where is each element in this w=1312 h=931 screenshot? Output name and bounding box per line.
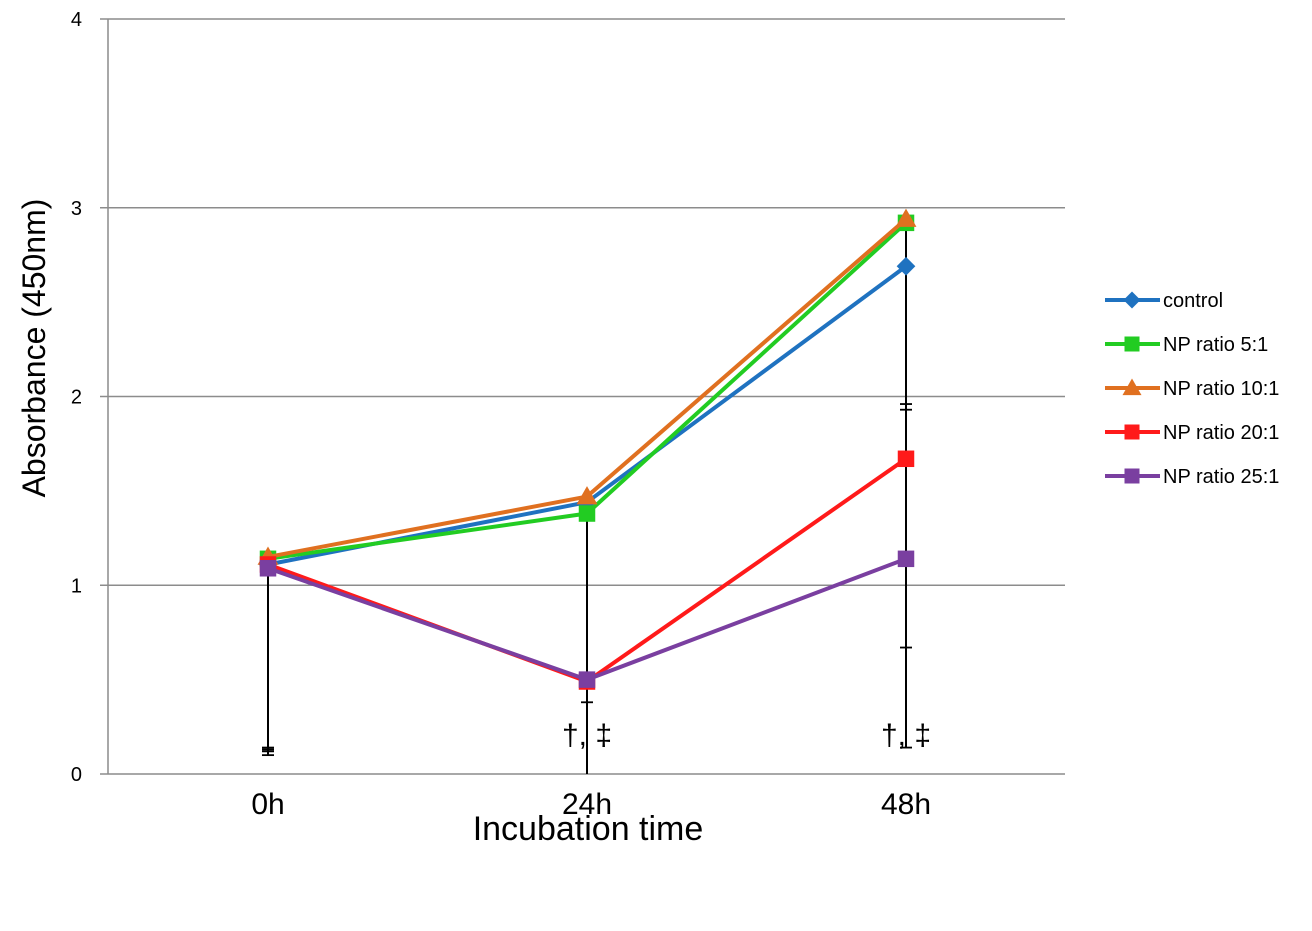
data-point <box>578 671 596 688</box>
series-np-ratio-5-1 <box>259 214 915 568</box>
data-point <box>576 486 598 505</box>
legend-label: NP ratio 25:1 <box>1163 466 1279 488</box>
axes: 0 1 2 3 4 0h 24h 48h <box>71 9 1065 821</box>
legend-marker <box>1123 291 1141 309</box>
significance-annotation: †, ‡ <box>562 719 612 752</box>
legend-item: NP ratio 20:1 <box>1105 422 1279 444</box>
x-tick-label: 24h <box>562 788 612 821</box>
legend-marker <box>1124 468 1140 484</box>
error-bars <box>262 219 912 774</box>
x-axis-title: Incubation time <box>473 810 704 848</box>
legend-marker <box>1124 424 1140 440</box>
y-tick-label: 4 <box>71 9 82 31</box>
y-tick-label: 0 <box>71 764 82 786</box>
x-tick-label: 48h <box>881 788 931 821</box>
annotations: †, ‡ †, ‡ <box>562 719 931 752</box>
y-tick-label: 1 <box>71 575 82 597</box>
series-lines <box>257 208 917 690</box>
y-tick-label: 2 <box>71 387 82 409</box>
data-point <box>897 450 915 468</box>
data-point <box>896 256 916 276</box>
data-point <box>895 208 917 227</box>
legend-label: control <box>1163 290 1223 312</box>
data-point <box>259 560 277 577</box>
y-axis-title: Absorbance (450nm) <box>16 199 52 498</box>
legend-item: NP ratio 10:1 <box>1105 378 1279 400</box>
series-np-ratio-25-1 <box>259 550 915 688</box>
legend-label: NP ratio 10:1 <box>1163 378 1279 400</box>
data-point <box>897 550 915 568</box>
legend-label: NP ratio 20:1 <box>1163 422 1279 444</box>
x-tick-label: 0h <box>251 788 284 821</box>
legend-label: NP ratio 5:1 <box>1163 334 1268 356</box>
legend: control NP ratio 5:1 NP ratio 10:1 NP ratio… <box>1105 290 1279 488</box>
legend-marker <box>1124 336 1140 352</box>
significance-annotation: †, ‡ <box>881 719 931 752</box>
data-point <box>578 505 596 522</box>
y-tick-label: 3 <box>71 198 82 220</box>
legend-marker <box>1122 378 1142 396</box>
legend-item: NP ratio 5:1 <box>1105 334 1268 356</box>
legend-item: NP ratio 25:1 <box>1105 466 1279 488</box>
legend-item: control <box>1105 290 1223 312</box>
